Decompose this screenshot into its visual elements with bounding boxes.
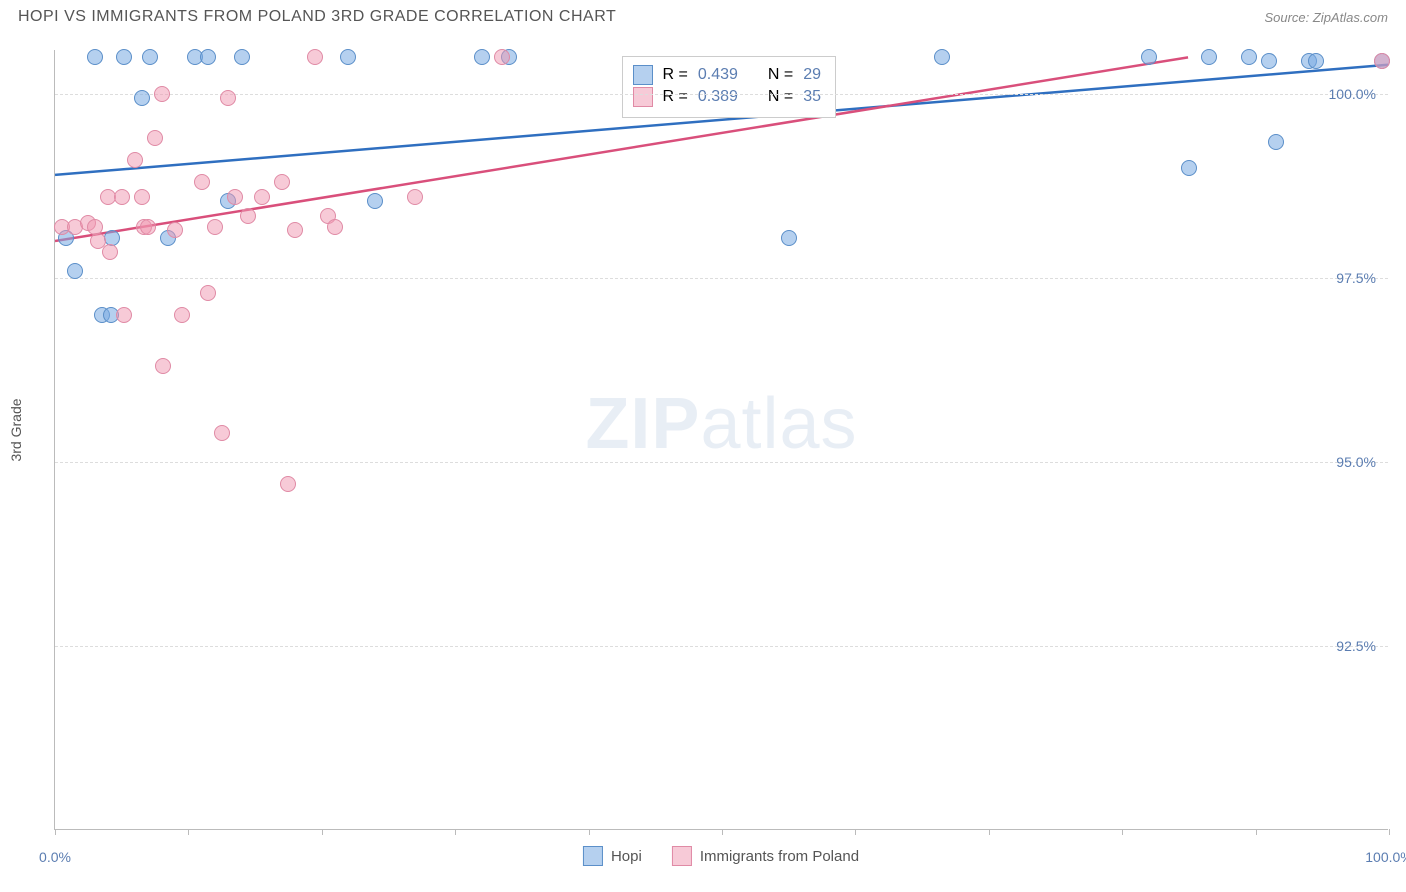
stat-n-label: N = [768,88,793,106]
stat-r-label: R = [663,88,688,106]
stat-n-value: 35 [803,88,821,106]
gridline [55,462,1388,463]
data-point [102,244,118,260]
y-axis-label: 3rd Grade [8,398,24,461]
data-point [1308,53,1324,69]
data-point [140,219,156,235]
legend-label: Immigrants from Poland [700,848,859,865]
stat-r-value: 0.439 [698,66,738,84]
data-point [274,174,290,190]
data-point [287,222,303,238]
data-point [104,230,120,246]
legend-item: Immigrants from Poland [672,846,859,866]
x-tick [455,829,456,835]
data-point [1141,49,1157,65]
series-swatch [633,65,653,85]
data-point [194,174,210,190]
data-point [1268,134,1284,150]
data-point [307,49,323,65]
data-point [280,476,296,492]
data-point [200,49,216,65]
data-point [154,86,170,102]
x-tick [322,829,323,835]
data-point [1181,160,1197,176]
scatter-chart: ZIPatlas R = 0.439 N = 29 R = 0.389 N = 35 92.5… [54,50,1388,830]
data-point [174,307,190,323]
y-tick-label: 97.5% [1336,270,1376,286]
gridline [55,94,1388,95]
data-point [234,49,250,65]
y-tick-label: 92.5% [1336,638,1376,654]
x-tick-label: 100.0% [1365,849,1406,865]
x-tick [188,829,189,835]
data-point [474,49,490,65]
data-point [240,208,256,224]
data-point [254,189,270,205]
data-point [327,219,343,235]
data-point [214,425,230,441]
data-point [1241,49,1257,65]
chart-header: HOPI VS IMMIGRANTS FROM POLAND 3RD GRADE… [0,0,1406,30]
legend-swatch [583,846,603,866]
gridline [55,646,1388,647]
x-tick [1389,829,1390,835]
gridline [55,278,1388,279]
data-point [147,130,163,146]
source-attribution: Source: ZipAtlas.com [1264,10,1388,25]
legend-item: Hopi [583,846,642,866]
data-point [116,49,132,65]
x-tick [589,829,590,835]
stat-n-label: N = [768,66,793,84]
data-point [127,152,143,168]
data-point [207,219,223,235]
x-tick [1122,829,1123,835]
data-point [155,358,171,374]
stat-r-value: 0.389 [698,88,738,106]
x-tick [1256,829,1257,835]
data-point [87,219,103,235]
data-point [67,263,83,279]
stat-row: R = 0.389 N = 35 [633,87,822,107]
x-tick-label: 0.0% [39,849,71,865]
data-point [494,49,510,65]
legend-label: Hopi [611,848,642,865]
data-point [87,49,103,65]
correlation-stat-box: R = 0.439 N = 29 R = 0.389 N = 35 [622,56,837,118]
data-point [114,189,130,205]
legend-swatch [672,846,692,866]
data-point [200,285,216,301]
chart-title: HOPI VS IMMIGRANTS FROM POLAND 3RD GRADE… [18,8,616,26]
y-tick-label: 100.0% [1329,86,1376,102]
y-tick-label: 95.0% [1336,454,1376,470]
series-legend: Hopi Immigrants from Poland [583,846,859,866]
data-point [1374,53,1390,69]
stat-n-value: 29 [803,66,821,84]
data-point [781,230,797,246]
data-point [1201,49,1217,65]
x-tick [55,829,56,835]
x-tick [989,829,990,835]
data-point [134,189,150,205]
data-point [220,90,236,106]
stat-row: R = 0.439 N = 29 [633,65,822,85]
data-point [340,49,356,65]
watermark: ZIPatlas [585,383,857,465]
x-tick [855,829,856,835]
plot-area: ZIPatlas R = 0.439 N = 29 R = 0.389 N = 35 92.5… [54,50,1388,830]
x-tick [722,829,723,835]
data-point [134,90,150,106]
data-point [1261,53,1277,69]
data-point [367,193,383,209]
data-point [167,222,183,238]
data-point [227,189,243,205]
data-point [116,307,132,323]
series-swatch [633,87,653,107]
data-point [142,49,158,65]
data-point [934,49,950,65]
data-point [407,189,423,205]
stat-r-label: R = [663,66,688,84]
